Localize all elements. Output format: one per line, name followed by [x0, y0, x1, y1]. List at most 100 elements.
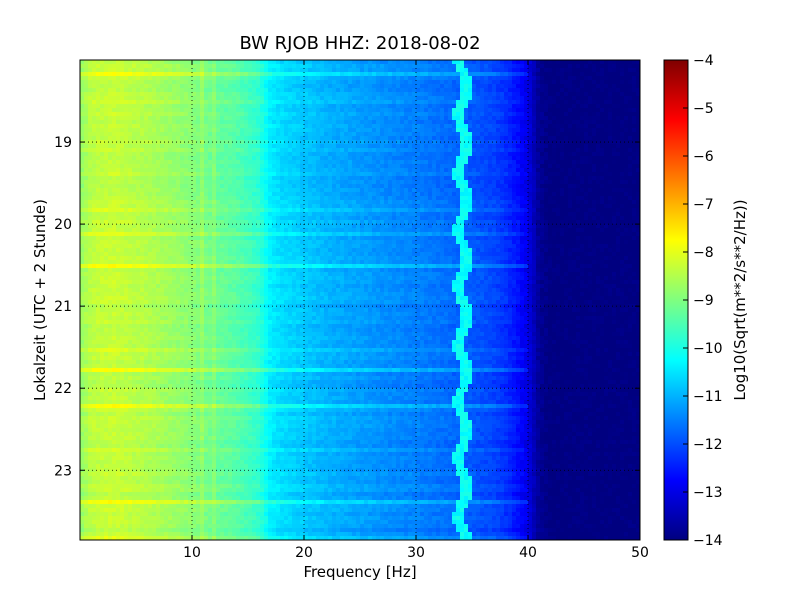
heatmap-cell	[268, 124, 273, 129]
heatmap-cell	[460, 192, 465, 197]
heatmap-cell	[560, 132, 565, 137]
heatmap-cell	[592, 120, 597, 125]
heatmap-cell	[92, 116, 97, 121]
heatmap-cell	[176, 164, 181, 169]
heatmap-cell	[596, 152, 601, 157]
heatmap-cell	[332, 60, 337, 65]
heatmap-cell	[296, 68, 301, 73]
heatmap-cell	[92, 140, 97, 145]
heatmap-cell	[336, 188, 341, 193]
heatmap-cell	[552, 72, 557, 77]
heatmap-cell	[220, 80, 225, 85]
heatmap-cell	[588, 188, 593, 193]
heatmap-cell	[380, 64, 385, 69]
heatmap-cell	[452, 184, 457, 189]
heatmap-cell	[152, 136, 157, 141]
heatmap-cell	[352, 124, 357, 129]
heatmap-cell	[324, 172, 329, 177]
heatmap-cell	[240, 188, 245, 193]
heatmap-cell	[556, 148, 561, 153]
heatmap-cell	[140, 136, 145, 141]
heatmap-cell	[140, 64, 145, 69]
heatmap-cell	[232, 132, 237, 137]
heatmap-cell	[628, 176, 633, 181]
heatmap-cell	[604, 164, 609, 169]
heatmap-cell	[552, 84, 557, 89]
heatmap-cell	[132, 196, 137, 201]
heatmap-cell	[312, 160, 317, 165]
heatmap-cell	[92, 88, 97, 93]
heatmap-cell	[516, 100, 521, 105]
heatmap-cell	[252, 116, 257, 121]
heatmap-cell	[292, 184, 297, 189]
heatmap-cell	[324, 196, 329, 201]
heatmap-cell	[440, 176, 445, 181]
heatmap-cell	[180, 88, 185, 93]
heatmap-cell	[540, 64, 545, 69]
heatmap-cell	[372, 68, 377, 73]
heatmap-cell	[448, 136, 453, 141]
heatmap-cell	[220, 100, 225, 105]
heatmap-cell	[316, 80, 321, 85]
heatmap-cell	[576, 92, 581, 97]
heatmap-cell	[420, 136, 425, 141]
heatmap-cell	[212, 60, 217, 65]
heatmap-cell	[160, 156, 165, 161]
heatmap-cell	[132, 80, 137, 85]
heatmap-cell	[100, 144, 105, 149]
heatmap-cell	[524, 80, 529, 85]
heatmap-cell	[328, 80, 333, 85]
heatmap-cell	[88, 88, 93, 93]
heatmap-cell	[188, 132, 193, 137]
heatmap-cell	[432, 144, 437, 149]
heatmap-cell	[120, 192, 125, 197]
heatmap-cell	[432, 112, 437, 117]
heatmap-cell	[440, 84, 445, 89]
heatmap-cell	[512, 76, 517, 81]
heatmap-cell	[276, 100, 281, 105]
heatmap-cell	[400, 156, 405, 161]
heatmap-cell	[124, 168, 129, 173]
heatmap-cell	[288, 72, 293, 77]
heatmap-cell	[464, 84, 469, 89]
heatmap-cell	[480, 128, 485, 133]
heatmap-cell	[140, 116, 145, 121]
heatmap-cell	[124, 124, 129, 129]
heatmap-cell	[620, 136, 625, 141]
heatmap-cell	[632, 108, 637, 113]
heatmap-cell	[296, 160, 301, 165]
heatmap-cell	[244, 76, 249, 81]
heatmap-cell	[536, 68, 541, 73]
heatmap-cell	[356, 156, 361, 161]
heatmap-cell	[348, 96, 353, 101]
heatmap-cell	[192, 148, 197, 153]
heatmap-cell	[452, 88, 457, 93]
heatmap-cell	[244, 152, 249, 157]
heatmap-cell	[344, 164, 349, 169]
heatmap-cell	[584, 108, 589, 113]
heatmap-cell	[440, 92, 445, 97]
heatmap-cell	[132, 120, 137, 125]
heatmap-cell	[408, 80, 413, 85]
heatmap-cell	[232, 156, 237, 161]
heatmap-cell	[224, 112, 229, 117]
heatmap-cell	[92, 96, 97, 101]
heatmap-cell	[484, 136, 489, 141]
heatmap-cell	[404, 148, 409, 153]
heatmap-cell	[428, 148, 433, 153]
heatmap-cell	[480, 196, 485, 201]
heatmap-cell	[236, 180, 241, 185]
heatmap-cell	[148, 172, 153, 177]
heatmap-cell	[396, 96, 401, 101]
heatmap-cell	[376, 196, 381, 201]
heatmap-cell	[108, 136, 113, 141]
heatmap-cell	[380, 60, 385, 65]
heatmap-cell	[180, 180, 185, 185]
heatmap-cell	[84, 140, 89, 145]
heatmap-cell	[292, 60, 297, 65]
heatmap-cell	[140, 72, 145, 77]
heatmap-cell	[628, 192, 633, 197]
heatmap-cell	[416, 148, 421, 153]
heatmap-cell	[456, 96, 461, 101]
heatmap-cell	[596, 156, 601, 161]
